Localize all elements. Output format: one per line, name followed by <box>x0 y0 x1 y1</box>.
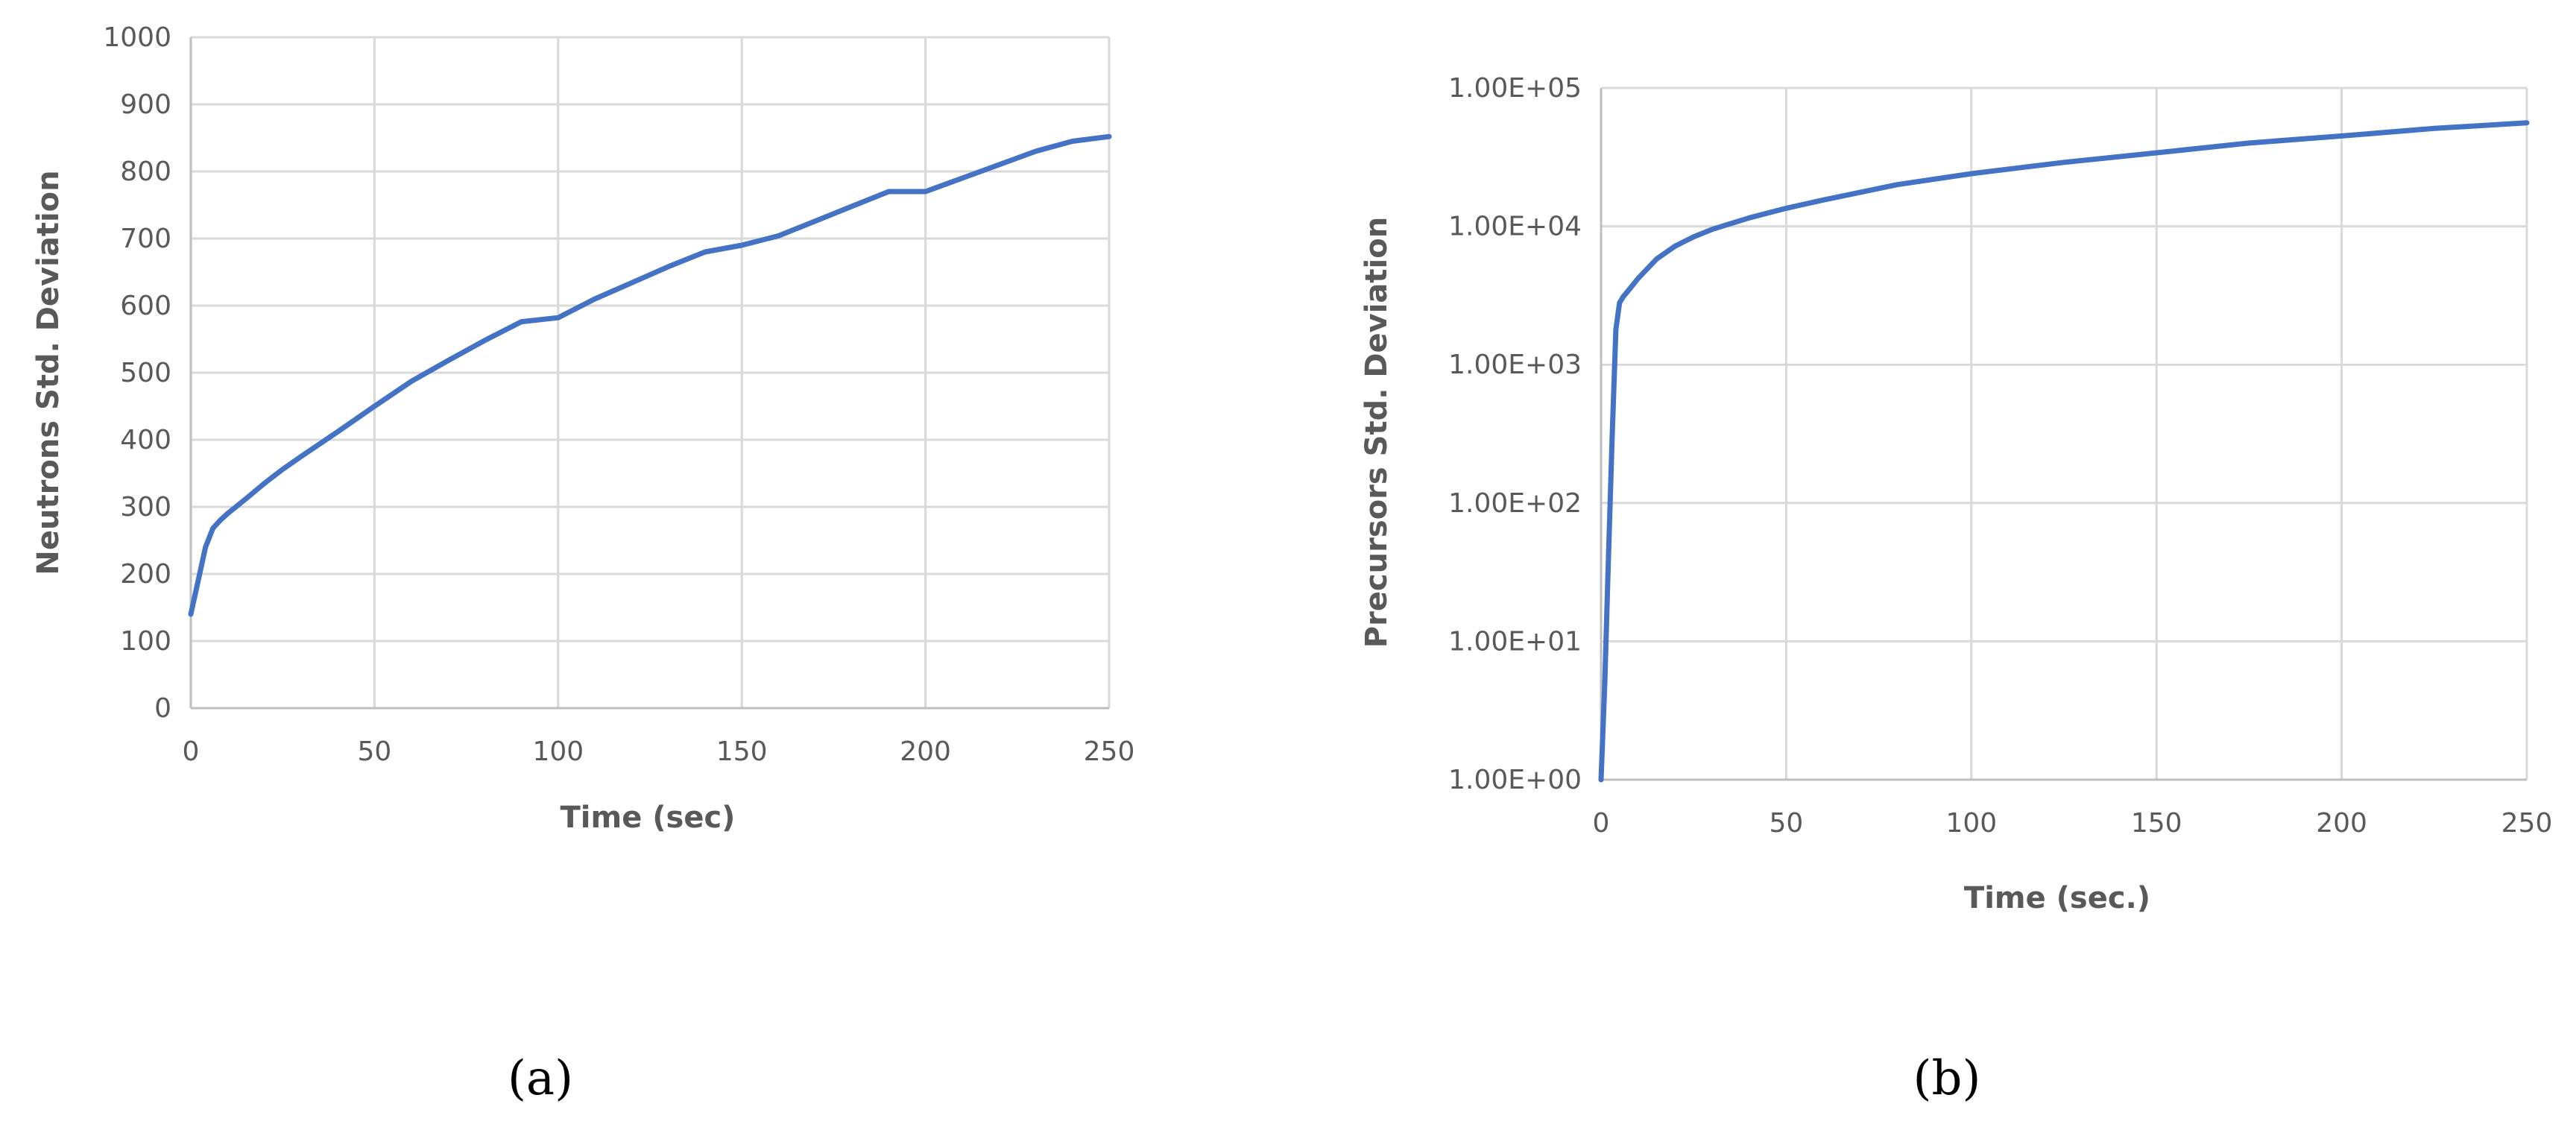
chart-a-x-axis-title: Time (sec) <box>561 801 736 835</box>
chart-b-caption: (b) <box>1913 1051 1981 1106</box>
chart-b-y-axis-title: Precursors Std. Deviation <box>1360 217 1394 648</box>
chart-b-x-tick-label: 150 <box>2131 808 2182 839</box>
chart-b-y-tick-label: 1.00E+01 <box>1448 626 1582 657</box>
chart-a-y-tick-label: 1000 <box>103 22 171 53</box>
chart-a-caption: (a) <box>508 1051 573 1106</box>
chart-a-y-tick-label: 800 <box>120 157 171 187</box>
chart-b-x-tick-label: 50 <box>1769 808 1803 839</box>
chart-b-x-tick-label: 200 <box>2316 808 2367 839</box>
chart-b-y-tick-label: 1.00E+03 <box>1448 350 1582 380</box>
chart-b-x-tick-label: 0 <box>1593 808 1610 839</box>
chart-b: 1.00E+00 1.00E+01 1.00E+02 1.00E+03 1.00E+04… <box>1360 73 2552 1106</box>
chart-a-y-tick-label: 500 <box>120 358 171 388</box>
chart-a-x-tick-label: 50 <box>357 736 391 767</box>
chart-b-gridlines <box>1601 86 2528 780</box>
chart-a-y-tick-label: 0 <box>154 693 171 724</box>
chart-a-y-tick-label: 900 <box>120 89 171 120</box>
chart-a-x-tick-label: 0 <box>183 736 200 767</box>
chart-a-series-line <box>188 133 1112 617</box>
chart-a-y-tick-label: 700 <box>120 224 171 254</box>
chart-a-x-tick-label: 200 <box>900 736 951 767</box>
chart-a-x-tick-labels: 0 50 100 150 200 250 <box>183 736 1135 767</box>
chart-a-y-tick-label: 600 <box>120 291 171 321</box>
chart-a-y-tick-label: 300 <box>120 492 171 523</box>
chart-b-x-tick-label: 100 <box>1945 808 1997 839</box>
chart-b-x-axis-title: Time (sec.) <box>1964 881 2150 915</box>
chart-b-series-line <box>1598 120 2530 783</box>
chart-b-axes <box>1600 88 2527 781</box>
chart-a-y-tick-label: 400 <box>120 425 171 455</box>
chart-a-x-tick-label: 150 <box>716 736 768 767</box>
chart-a-y-tick-labels: 0 100 200 300 400 500 600 700 800 900 1000 <box>103 22 171 724</box>
chart-a-gridlines <box>191 36 1111 708</box>
chart-b-y-tick-label: 1.00E+05 <box>1448 73 1582 104</box>
chart-a-x-tick-label: 250 <box>1084 736 1135 767</box>
chart-a-y-axis-title: Neutrons Std. Deviation <box>31 170 66 575</box>
chart-b-y-tick-label: 1.00E+04 <box>1448 212 1582 242</box>
chart-a-axes <box>189 37 1109 710</box>
chart-b-x-tick-labels: 0 50 100 150 200 250 <box>1593 808 2553 839</box>
chart-a-y-tick-label: 200 <box>120 559 171 590</box>
chart-a-x-tick-label: 100 <box>532 736 584 767</box>
chart-b-y-tick-labels: 1.00E+00 1.00E+01 1.00E+02 1.00E+03 1.00E+04… <box>1448 73 1582 795</box>
chart-b-x-tick-label: 250 <box>2501 808 2553 839</box>
chart-b-y-tick-label: 1.00E+02 <box>1448 488 1582 519</box>
chart-a: 0 100 200 300 400 500 600 700 800 900 1000 0 50 100 1… <box>31 22 1134 1106</box>
chart-a-y-tick-label: 100 <box>120 626 171 657</box>
chart-b-y-tick-label: 1.00E+00 <box>1448 765 1582 795</box>
